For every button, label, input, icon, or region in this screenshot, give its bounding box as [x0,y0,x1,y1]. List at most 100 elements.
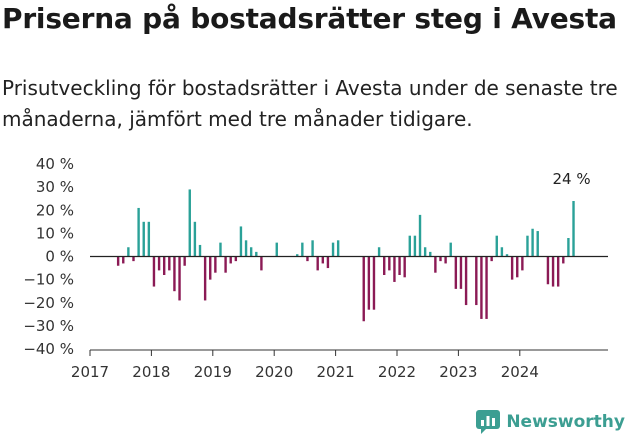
bar [234,256,238,262]
chart-subtitle: Prisutveckling för bostadsrätter i Avest… [2,76,618,131]
bar [331,242,335,257]
bar [224,256,227,273]
bar [209,256,212,280]
bar [464,256,468,306]
bar [326,256,330,269]
x-tick-label: 2024 [501,363,539,381]
x-tick-label: 2017 [71,363,109,381]
bar [444,256,447,264]
annotations: 24 % [552,170,590,188]
bar [142,221,145,257]
x-tick-label: 2019 [194,363,232,381]
bar [296,254,299,257]
x-tick-label: 2020 [255,363,293,381]
x-tick-label: 2022 [378,363,416,381]
y-axis: −40 % −30 % −20 % −10 % 0 % 10 % 20 % 30 % 40 % [23,155,74,358]
bar [316,256,319,271]
bar [546,256,550,285]
bar [459,256,463,289]
bar [147,221,151,257]
bar [188,189,191,257]
brand-name: Newsworthy [506,412,625,432]
y-tick-label: −40 % [23,340,74,358]
bar [383,256,386,275]
bar [311,240,314,257]
bar [510,256,514,280]
bar [408,235,411,257]
bar [485,256,488,319]
bar [137,207,140,257]
bar [255,251,258,257]
last-value-label: 24 % [552,170,590,188]
bar [183,256,186,266]
bar [162,256,166,275]
bar [531,228,534,257]
y-tick-label: −30 % [23,317,74,335]
newsworthy-logo: Newsworthy [476,410,625,434]
y-tick-label: −10 % [23,271,74,289]
bar [336,240,340,257]
bar [157,256,161,271]
bar [203,256,207,301]
bar [198,244,202,257]
bar [521,256,524,271]
bar [536,231,539,257]
bar [301,242,304,257]
newsworthy-icon [476,410,501,434]
chart-title: Priserna på bostadsrätter steg i Avesta [2,2,617,35]
bar [475,256,478,306]
bar [239,226,243,257]
bar [398,256,401,275]
bar [516,256,519,278]
bar [403,256,406,278]
bar [152,256,156,287]
bar [505,254,509,257]
y-tick-label: 20 % [36,201,74,219]
bar [423,247,427,257]
bar [178,256,181,301]
bar [551,256,555,287]
x-tick-label: 2021 [317,363,355,381]
bar [116,256,120,266]
bar [439,256,442,262]
bar [429,251,432,257]
y-tick-label: −20 % [23,294,74,312]
bar [275,242,278,257]
y-tick-label: 40 % [36,155,74,173]
bar [490,256,493,262]
bar [377,247,381,257]
bar [219,242,222,257]
bar [449,242,452,257]
bar [244,240,248,257]
bar [260,256,263,271]
bar [249,247,253,257]
bar [572,201,575,257]
bar [388,256,391,271]
x-tick-label: 2023 [439,363,477,381]
bar [495,235,498,257]
bar [556,256,560,287]
bar [168,256,171,271]
bar [193,221,197,257]
bar [122,256,125,264]
bar [229,256,232,264]
bar [306,256,309,262]
bar [321,256,325,264]
bar [500,247,504,257]
bar [362,256,365,322]
y-tick-label: 30 % [36,178,74,196]
bar [413,235,417,257]
y-tick-label: 10 % [36,224,74,242]
bar [434,256,437,273]
bar [367,256,371,310]
bar [127,247,130,257]
bar [173,256,176,292]
x-axis: 2017 2018 2019 2020 2021 2022 2023 2024 [71,349,608,381]
bar [393,256,396,282]
bars [90,189,608,322]
bar [567,238,570,257]
bar [454,256,458,289]
y-tick-label: 0 % [45,248,74,266]
bar [372,256,376,310]
